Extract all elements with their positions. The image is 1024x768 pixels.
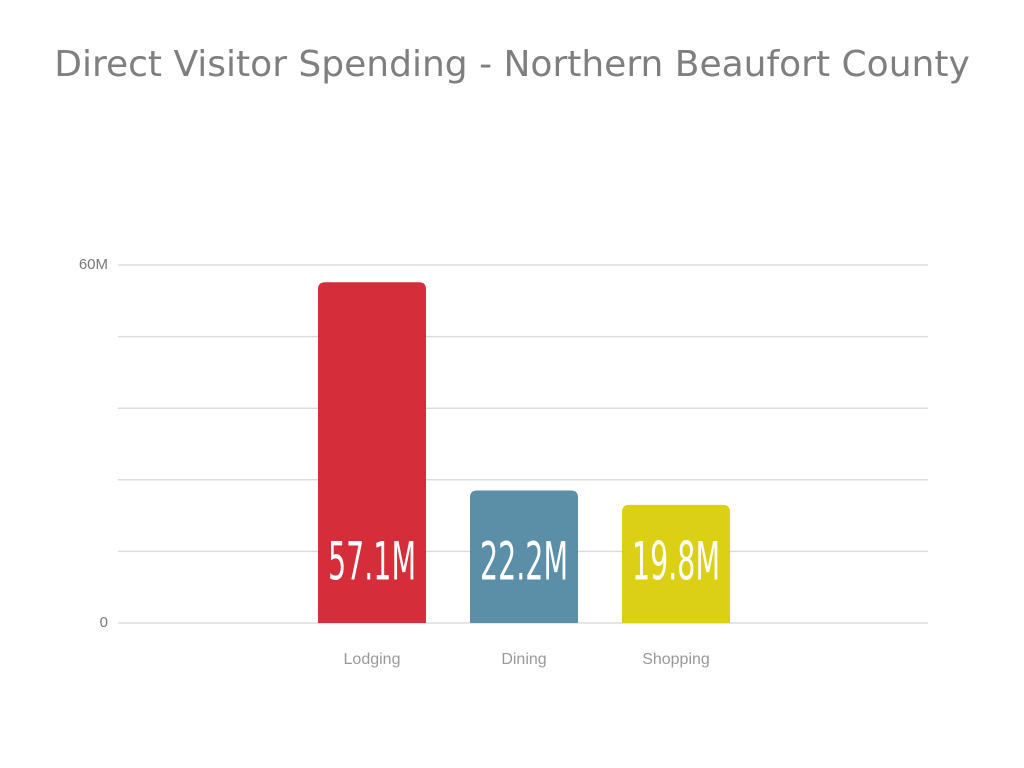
y-tick-label: 60M xyxy=(79,256,108,273)
value-label: 22.2M xyxy=(480,532,568,593)
bar xyxy=(470,490,578,623)
x-tick-label: Dining xyxy=(501,651,546,668)
value-label: 57.1M xyxy=(328,532,416,593)
value-label: 19.8M xyxy=(632,532,720,593)
bar xyxy=(622,504,730,623)
x-tick-label: Shopping xyxy=(642,651,710,668)
y-tick-label: 0 xyxy=(100,614,108,631)
chart-title: Direct Visitor Spending - Northern Beauf… xyxy=(54,44,970,85)
bar xyxy=(318,282,426,623)
x-tick-label: Lodging xyxy=(344,651,401,668)
